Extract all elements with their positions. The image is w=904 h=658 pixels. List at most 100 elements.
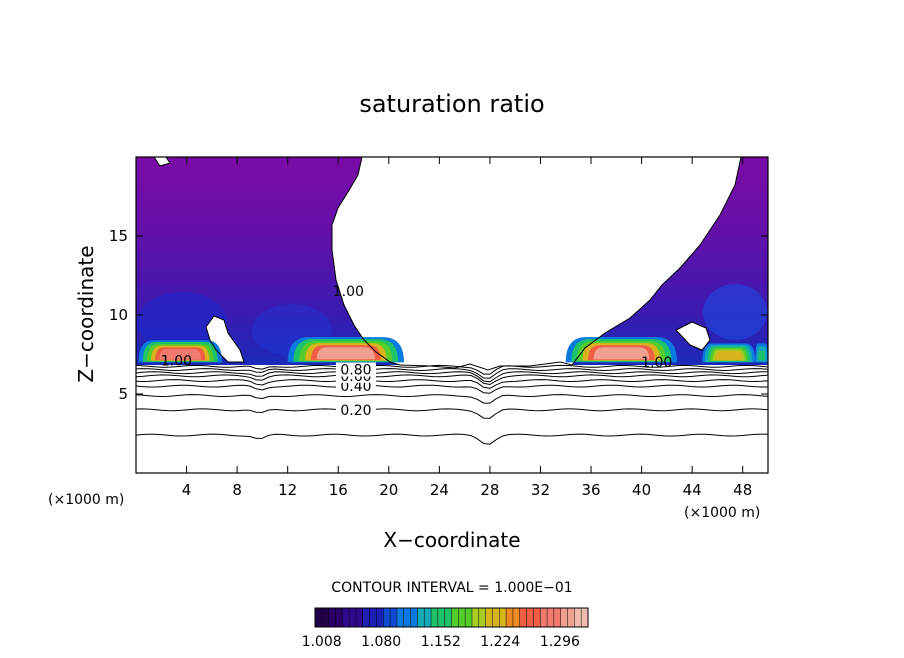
x-tick-label: 44 bbox=[683, 481, 702, 499]
contour-line bbox=[136, 384, 768, 394]
colorbar-tick-labels: 1.008 1.080 1.152 1.224 1.296 bbox=[302, 634, 580, 650]
colorbar-swatch bbox=[390, 608, 398, 627]
colorbar-swatch bbox=[383, 608, 391, 627]
colorbar-swatch bbox=[567, 608, 575, 627]
y-tick-label: 15 bbox=[109, 227, 128, 245]
colorbar-swatch bbox=[376, 608, 384, 627]
colorbar-swatch bbox=[321, 608, 329, 627]
colorbar-tick-label: 1.152 bbox=[421, 634, 461, 650]
x-axis-ticks: 4 8 12 16 20 24 28 32 36 40 44 48 bbox=[182, 157, 752, 499]
supersaturated-band bbox=[758, 351, 765, 361]
contour-label-1-00: 1.00 bbox=[641, 355, 672, 371]
colorbar-swatch bbox=[335, 608, 343, 627]
cloud-fragment bbox=[153, 157, 171, 167]
colorbar-swatch bbox=[560, 608, 568, 627]
x-tick-label: 36 bbox=[581, 481, 600, 499]
x-unit-left: (×1000 m) bbox=[48, 492, 124, 508]
chart-title: saturation ratio bbox=[359, 90, 544, 118]
colorbar-swatch bbox=[547, 608, 555, 627]
supersaturated-band bbox=[316, 347, 375, 360]
contour-line bbox=[136, 368, 768, 379]
x-tick-label: 4 bbox=[182, 481, 192, 499]
colorbar-swatch bbox=[465, 608, 473, 627]
contour-line bbox=[136, 394, 768, 404]
colorbar-swatch bbox=[485, 608, 493, 627]
supersaturated-bands bbox=[138, 337, 768, 363]
y-tick-label: 5 bbox=[118, 385, 128, 403]
y-tick-label: 10 bbox=[109, 306, 128, 324]
contour-labels: 0.200.400.600.801.001.001.00 bbox=[161, 284, 672, 419]
contour-lines bbox=[136, 364, 768, 445]
colorbar-swatch bbox=[410, 608, 418, 627]
colorbar-swatch bbox=[444, 608, 452, 627]
x-tick-label: 12 bbox=[278, 481, 297, 499]
colorbar-frame bbox=[314, 607, 589, 628]
colorbar-swatch bbox=[342, 608, 350, 627]
contour-label-bg bbox=[335, 402, 376, 417]
colorbar-swatch bbox=[315, 608, 323, 627]
colorbar-swatch bbox=[369, 608, 377, 627]
colorbar-swatch bbox=[417, 608, 425, 627]
contour-line bbox=[136, 374, 768, 386]
subsaturated-layer bbox=[136, 366, 768, 473]
contour-line bbox=[136, 364, 768, 375]
moist-core bbox=[703, 284, 767, 340]
colorbar-swatch bbox=[451, 608, 459, 627]
contour-line bbox=[136, 379, 768, 389]
contour-line bbox=[136, 433, 768, 445]
colorbar-swatch bbox=[512, 608, 521, 627]
x-axis-title: X−coordinate bbox=[383, 528, 520, 552]
colorbar-swatch bbox=[478, 608, 486, 627]
colorbar-swatch bbox=[499, 608, 507, 627]
dry-pocket bbox=[206, 316, 244, 362]
colorbar-tick-label: 1.080 bbox=[361, 634, 401, 650]
colorbar-swatch bbox=[553, 608, 561, 627]
dry-pocket-outline bbox=[205, 315, 245, 363]
supersaturated-band bbox=[593, 347, 650, 360]
colorbar bbox=[314, 607, 589, 628]
contour-line bbox=[136, 408, 768, 419]
colorbar-swatch bbox=[540, 608, 548, 627]
dry-pocket bbox=[676, 322, 710, 350]
x-tick-label: 48 bbox=[733, 481, 752, 499]
x-tick-label: 16 bbox=[329, 481, 348, 499]
dry-pocket-outline bbox=[675, 321, 711, 351]
contour-label: 0.20 bbox=[340, 403, 371, 419]
colorbar-swatch bbox=[526, 608, 534, 627]
x-tick-label: 28 bbox=[480, 481, 499, 499]
contour-line-1-00-left bbox=[331, 157, 401, 366]
colorbar-swatch bbox=[355, 608, 364, 627]
colorbar-swatch bbox=[519, 608, 527, 627]
colorbar-swatch bbox=[533, 608, 541, 627]
colorbar-swatch bbox=[437, 608, 445, 627]
colorbar-swatch bbox=[349, 608, 357, 627]
colorbar-swatch bbox=[581, 608, 589, 627]
x-tick-label: 32 bbox=[531, 481, 550, 499]
x-tick-label: 20 bbox=[379, 481, 398, 499]
colorbar-swatch bbox=[471, 608, 480, 627]
contour-label-bg bbox=[335, 362, 376, 377]
colorbar-swatch bbox=[492, 608, 500, 627]
supersaturated-band bbox=[715, 351, 743, 361]
plot-area: 0.200.400.600.801.001.001.00 bbox=[136, 157, 768, 473]
contour-line-1-00-valley bbox=[399, 361, 573, 371]
colorbar-swatch bbox=[403, 608, 411, 627]
colorbar-swatch bbox=[574, 608, 582, 627]
contour-label: 0.40 bbox=[340, 379, 371, 395]
contour-interval-note: CONTOUR INTERVAL = 1.000E−01 bbox=[331, 580, 572, 596]
colorbar-swatch bbox=[424, 608, 432, 627]
colorbar-swatch bbox=[328, 608, 336, 627]
x-tick-label: 40 bbox=[632, 481, 651, 499]
contour-line bbox=[136, 371, 768, 383]
colorbar-swatch bbox=[506, 608, 514, 627]
colorbar-swatch bbox=[396, 608, 405, 627]
colorbar-tick-label: 1.008 bbox=[302, 634, 342, 650]
contour-label-1-00: 1.00 bbox=[161, 354, 192, 370]
x-tick-label: 8 bbox=[232, 481, 242, 499]
colorbar-swatch bbox=[362, 608, 370, 627]
colorbar-swatch bbox=[458, 608, 466, 627]
y-axis-ticks: 5 10 15 bbox=[109, 227, 768, 403]
contour-line-1-00-right bbox=[571, 157, 742, 366]
contour-label: 0.80 bbox=[340, 363, 371, 379]
colorbar-tick-label: 1.224 bbox=[480, 634, 520, 650]
